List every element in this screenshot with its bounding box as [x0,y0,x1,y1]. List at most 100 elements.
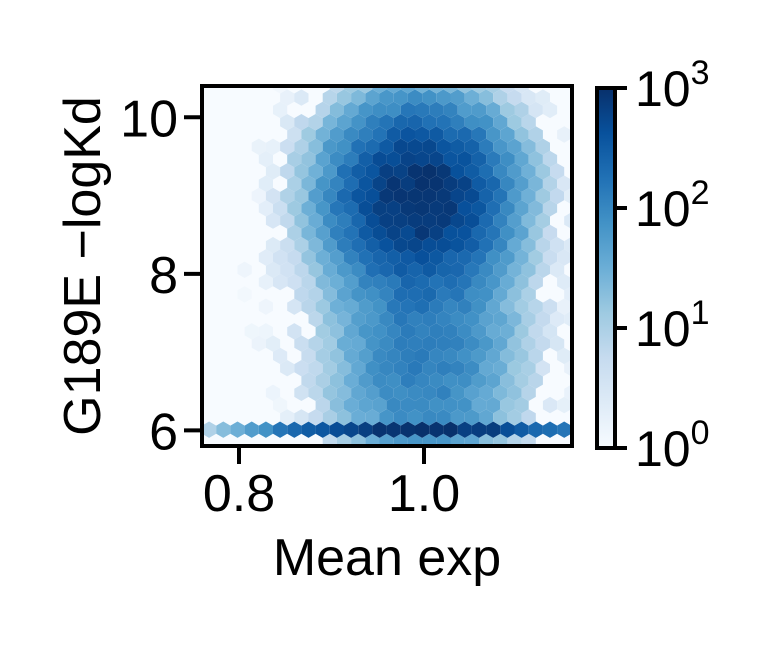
hexbin-cell [315,298,330,315]
hexbin-cell [479,138,494,155]
hexbin-cell [514,150,529,168]
hexbin-cell [450,237,465,254]
hexbin-cell [351,310,366,328]
colorbar-tick-label: 101 [635,294,710,357]
hexbin-cell [329,200,344,217]
hexbin-cell [365,310,380,328]
hexbin-cell [308,384,323,401]
hexbin-cell [287,175,302,192]
hexbin-cell [379,310,394,328]
hexbin-cell [507,360,522,377]
hexbin-cell [393,89,408,106]
hexbin-cell [493,310,508,328]
hexbin-cell [322,409,337,426]
hexbin-cell [542,101,558,119]
hexbin-cell [365,237,380,254]
hexbin-cell [230,421,245,438]
hexbin-cell [500,273,515,291]
hexbin-cell [464,163,479,180]
hexbin-cell [336,310,352,328]
hexbin-cell [301,298,316,315]
hexbin-cell [400,249,415,266]
hexbin-cell [393,187,408,205]
hexbin-cell [280,163,295,180]
hexbin-cell [273,200,288,217]
hexbin-cell [422,310,437,328]
hexbin-cell [557,421,572,438]
hexbin-cell [407,261,423,278]
hexbin-cell [528,273,543,291]
hexbin-cell [365,114,380,131]
hexbin-cell [393,114,408,131]
hexbin-cell [429,249,444,266]
hexbin-cell [521,261,536,278]
hexbin-cell [443,298,458,315]
hexbin-cell [287,323,302,340]
hexbin-cell [273,396,288,414]
hexbin-cell [471,323,487,340]
hexbin-cell [301,150,316,168]
colorbar-frame [595,86,617,450]
hexbin-cell [301,421,316,438]
hexbin-cell [287,200,302,217]
hexbin-cell [407,310,423,328]
hexbin-cell [280,89,295,106]
hexbin-cell [578,262,592,278]
hexbin-cell [344,175,359,192]
hexbin-cell [372,200,387,217]
hexbin-cell [486,323,501,340]
hexbin-cell [464,114,479,131]
hexbin-cell [436,433,451,446]
hexbin-cell [287,249,302,266]
hexbin-cell [358,150,373,168]
hexbin-cell [542,323,558,340]
hexbin-cell [315,101,330,119]
hexbin-cell [436,187,451,205]
hexbin-cell [486,298,501,315]
hexbin-cell [393,360,408,377]
hexbin-cell [457,249,472,266]
hexbin-cell [372,396,387,414]
hexbin-cell [315,421,330,438]
hexbin-cell [457,175,472,192]
hexbin-cell [507,237,522,254]
hexbin-cell [344,200,359,217]
hexbin-cell [535,212,550,229]
hexbin-cell [237,261,252,278]
hexbin-cell [528,249,543,266]
hexbin-cell [521,89,536,106]
hexbin-cell [315,396,330,414]
hexbin-cell [521,433,536,446]
hexbin-cell [486,421,501,438]
hexbin-cell [400,421,415,438]
hexbin-cell [521,310,536,328]
hexbin-cell [273,347,288,365]
hexbin-cell [400,224,415,242]
hexbin-cell [436,138,451,155]
hexbin-cell [351,360,366,377]
hexbin-cell [514,175,529,192]
hexbin-cell [464,384,479,401]
hexbin-cell [486,273,501,291]
hexbin-cell [400,323,415,340]
hexbin-cell [358,347,373,365]
hexbin-cell [407,89,423,106]
hexbin-cell [528,200,543,217]
hexbin-cell [457,396,472,414]
hexbin-cell [365,433,380,446]
hexbin-cell [436,114,451,131]
hexbin-cell [557,249,572,266]
hexbin-cell [535,89,550,106]
hexbin-cell [514,249,529,266]
hexbin-cell [379,286,394,303]
hexbin-cell [379,237,394,254]
hexbin-cell [415,224,430,242]
hexbin-cell [415,273,430,291]
hexbin-cell [351,335,366,352]
hexbin-cell [500,175,515,192]
hexbin-cell [429,372,444,389]
hexbin-cell [407,138,423,155]
hexbin-cell [450,89,465,106]
hexbin-cell [521,335,536,352]
hexbin-cell [294,114,309,131]
